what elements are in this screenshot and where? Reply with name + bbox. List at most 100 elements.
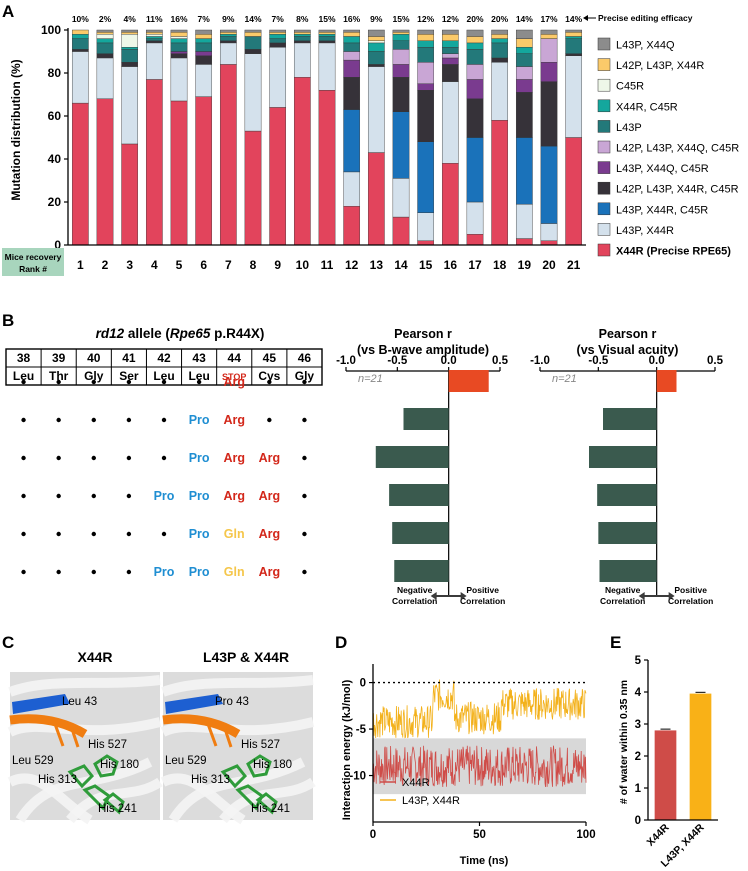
efficacy-label-3: 4% [124,14,137,24]
pearson-1-arrow-left-icon [430,592,437,600]
bar-segment-l43p-16 [441,47,459,54]
bar-segment-x44r_c45r-1 [71,34,89,39]
pearson-1-neg-label-1: Negative [397,585,433,595]
bar-segment-l42p_l43p_x44q_c45r-20 [540,38,558,63]
x-tick-4: 4 [151,258,158,272]
efficacy-label-21: 14% [565,14,582,24]
bar-segment-l43p_x44q-14 [392,29,410,33]
row-4-dot-40 [91,493,96,499]
row-4-dot-39 [56,493,61,499]
y-tick-label-0: 0 [54,238,61,252]
codon-residue-44: STOP [222,372,246,382]
bar-segment-l42p_l43p_x44r-1 [71,29,89,35]
bar-segment-l43p_x44r-12 [343,171,361,207]
bar-segment-l43p_x44q-15 [417,29,435,35]
bar-segment-l42p_l43p_x44r_c45r-12 [343,77,361,110]
row-5-dot-39 [56,531,61,537]
row-4-aa-42: Pro [154,489,175,503]
pearson-2-tick-label-0.5: 0.5 [707,355,724,367]
pearson-2-tick-label-0.0: 0.0 [649,355,665,367]
legend-label-l43p_x44r: L43P, X44R [616,225,674,237]
bar-segment-l42p_l43p_x44q_c45r-16 [441,53,459,59]
efficacy-label-20: 17% [540,14,557,24]
legend-label-l42p_l43p_x44r: L42P, L43P, X44R [616,60,704,72]
bar-segment-x44r-16 [441,163,459,246]
x-tick-16: 16 [444,258,458,272]
row-1-dot-45 [267,379,272,385]
panel-e-ytick-label-1: 1 [635,783,642,795]
bar-segment-l43p_x44r-21 [565,55,583,138]
bar-segment-l43p_x44r_c45r-17 [466,137,484,203]
bar-segment-l43p_x44r_c45r-15 [417,141,435,213]
row-4-dot-41 [126,493,132,499]
bar-segment-l42p_l43p_x44r-2 [96,31,114,35]
structure-left-histidine-2 [67,764,95,789]
codon-position-40: 40 [87,351,101,365]
bar-segment-l43p-19 [515,53,533,67]
row-2-dot-41 [126,417,132,423]
y-tick-label-80: 80 [48,66,62,80]
structure-right-histidine-1 [246,754,272,778]
bar-segment-l43p_x44q_c45r-14 [392,64,410,78]
efficacy-label-8: 14% [244,14,261,24]
row-5-dot-42 [161,531,167,537]
row-6-dot-40 [91,569,96,575]
x-tick-11: 11 [321,258,334,272]
bar-segment-l42p_l43p_x44r-16 [441,34,459,41]
pearson-2-bar-5 [598,522,657,544]
bar-segment-l42p_l43p_x44r-18 [491,34,509,39]
rank-label-box [2,248,64,276]
bar-segment-x44r-17 [466,234,484,246]
bar-segment-l42p_l43p_x44q_c45r-14 [392,49,410,65]
row-3-dot-39 [56,455,61,461]
pearson-1-bar-2 [403,408,449,430]
legend-label-l43p_x44r_c45r: L43P, X44R, C45R [616,204,708,216]
structure-right-ribbon-5 [160,773,246,825]
panel-d-ytick-label--5: -5 [356,724,367,736]
legend-label-x44r: X44R [402,777,430,789]
bar-segment-l43p-1 [71,38,89,50]
panel-a-axes: 1 10% 2 2% 3 4% 4 11% 5 16% 6 7% 7 9% 8 14% 9 7% 10 8% 11 15%… [41,14,586,272]
bar-segment-x44r-7 [219,64,237,246]
bar-segment-l42p_l43p_x44q_c45r-19 [515,66,533,80]
structure-right-orange-sticks [206,723,233,748]
structure-left-label-3: Leu 529 [12,755,54,767]
bar-segment-l42p_l43p_x44r_c45r-18 [491,57,509,63]
codon-residue-39: Thr [49,369,69,383]
row-2-dot-40 [91,417,96,423]
structure-left-ribbon-1 [8,675,161,697]
bar-segment-x44r_c45r-2 [96,38,114,44]
structure-right-label-3: Leu 529 [165,755,207,767]
x-tick-12: 12 [345,258,359,272]
bar-segment-l42p_l43p_x44r_c45r-17 [466,98,484,138]
panel-e-ytick-label-5: 5 [635,655,642,667]
allele-title: rd12 allele (Rpe65 p.R44X) [96,326,265,341]
efficacy-label-6: 7% [198,14,211,24]
structure-right-blue-strand [165,694,223,714]
x-tick-18: 18 [493,258,507,272]
row-2-aa-44: Arg [223,413,245,427]
row-5-dot-41 [126,531,132,537]
pearson-1-tick-label--0.5: -0.5 [387,355,407,367]
bar-segment-l42p_l43p_x44r_c45r-3 [121,62,139,67]
bar-segment-c45r-3 [121,34,139,48]
efficacy-title: Precise editing efficacy [598,13,693,23]
bar-segment-l42p_l43p_x44r_c45r-16 [441,64,459,82]
panel-a-legend: L43P, X44Q L42P, L43P, X44R C45R X44R, C45R… [597,37,739,258]
structure-right-label-1: Pro 43 [215,696,249,708]
row-4-aa-44: Arg [223,489,245,503]
bar-segment-l42p_l43p_x44r-6 [195,34,213,39]
codon-residue-41: Ser [119,369,139,383]
bar-segment-l42p_l43p_x44r_c45r-15 [417,89,435,142]
bar-segment-l42p_l43p_x44r-12 [343,31,361,37]
legend-label-l43p_x44q_c45r: L43P, X44Q, C45R [616,163,709,175]
rank-label-line1: Mice recovery [5,252,62,262]
bar-segment-l43p_x44r-5 [170,57,188,102]
bar-segment-l42p_l43p_x44r-20 [540,34,558,39]
y-tick-label-60: 60 [48,109,62,123]
bar-segment-l43p-11 [318,36,336,41]
row-1-dot-42 [161,379,167,385]
efficacy-arrow-icon [583,15,596,21]
bar-segment-l42p_l43p_x44r_c45r-1 [71,49,89,52]
bar-segment-l43p-9 [269,38,287,44]
